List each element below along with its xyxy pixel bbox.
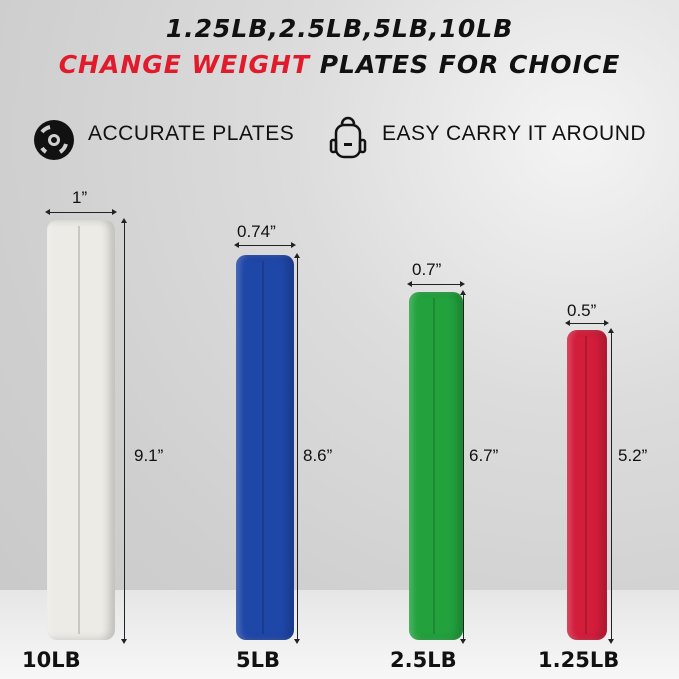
diameter-label-1-25lb: 5.2” <box>618 446 648 465</box>
thickness-arrow-2-5lb <box>407 281 465 287</box>
diameter-arrow-2-5lb <box>460 290 466 644</box>
diameter-label-2-5lb: 6.7” <box>469 446 499 465</box>
thickness-label-2-5lb: 0.7” <box>412 260 442 279</box>
diameter-arrow-5lb <box>294 253 300 644</box>
weight-label-2-5lb: 2.5LB <box>390 648 457 672</box>
weight-plate-icon <box>34 120 74 160</box>
thickness-arrow-10lb <box>45 209 117 215</box>
thickness-label-10lb: 1” <box>72 188 88 207</box>
plate-1-25lb <box>567 330 607 640</box>
backpack-icon <box>329 116 367 159</box>
title-weights: 1.25LB,2.5LB,5LB,10LB <box>165 14 514 43</box>
weight-label-10lb: 10LB <box>22 648 81 672</box>
thickness-label-5lb: 0.74” <box>237 222 276 241</box>
diameter-arrow-10lb <box>121 218 127 644</box>
weight-label-5lb: 5LB <box>236 648 280 672</box>
thickness-arrow-5lb <box>234 242 296 248</box>
plate-2-5lb <box>409 292 463 640</box>
plate-5lb <box>236 255 294 640</box>
thickness-arrow-1-25lb <box>565 320 609 326</box>
thickness-label-1-25lb: 0.5” <box>567 301 597 320</box>
weight-label-1-25lb: 1.25LB <box>538 648 620 672</box>
diameter-label-10lb: 9.1” <box>134 446 164 465</box>
plate-10lb <box>47 220 115 640</box>
diameter-label-5lb: 8.6” <box>303 446 333 465</box>
title-subtitle: CHANGE WEIGHT PLATES FOR CHOICE <box>0 50 679 79</box>
title-rest: PLATES FOR CHOICE <box>310 50 621 79</box>
feature-accurate-plates: ACCURATE PLATES <box>88 122 295 145</box>
title-accent: CHANGE WEIGHT <box>58 50 310 79</box>
diameter-arrow-1-25lb <box>608 328 614 644</box>
feature-easy-carry: EASY CARRY IT AROUND <box>382 122 647 145</box>
